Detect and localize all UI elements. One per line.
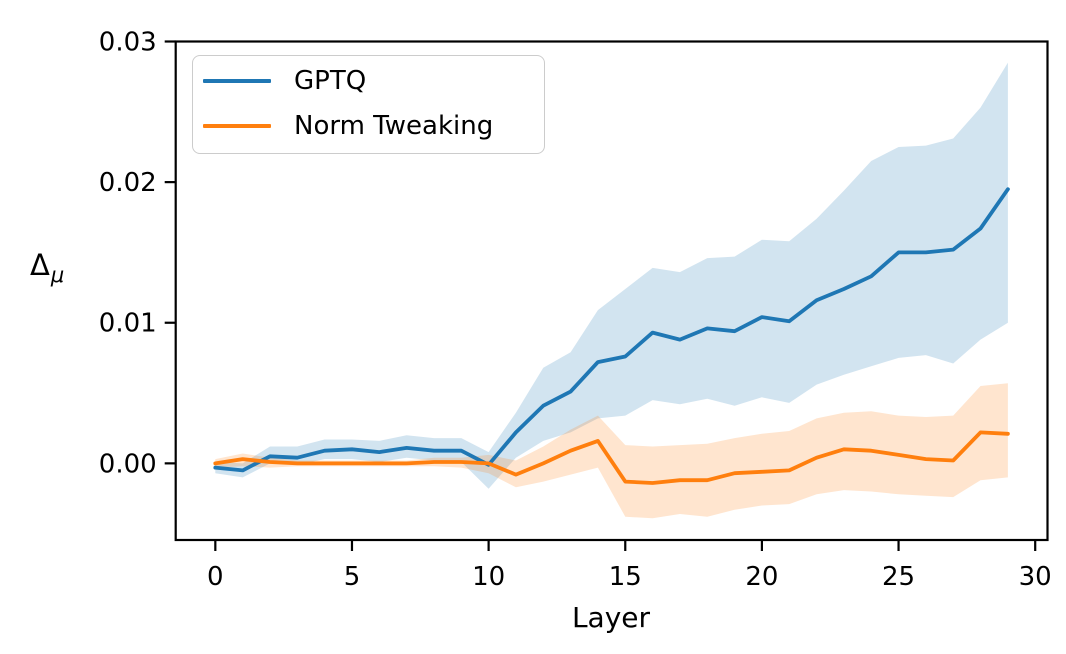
x-tick-label: 15 [609, 562, 642, 592]
y-tick-label: 0.02 [99, 168, 157, 198]
y-tick-label: 0.01 [99, 309, 157, 339]
norm-tweaking-line-swatch-icon [203, 123, 271, 128]
legend-entry-gptq: GPTQ [193, 58, 544, 103]
norm-tweaking-band [215, 383, 1008, 519]
gptq-line-swatch-icon [203, 78, 271, 83]
y-axis-label: Δμ [30, 251, 64, 286]
y-tick-label: 0.00 [99, 449, 157, 479]
x-tick-label: 5 [344, 562, 361, 592]
axes-frame [174, 40, 1049, 542]
gptq-line [213, 187, 1010, 473]
x-tick-label: 0 [207, 562, 224, 592]
legend-label-gptq: GPTQ [294, 65, 367, 96]
gptq-band [215, 62, 1008, 489]
y-axis-label-delta: Δ [30, 248, 50, 282]
x-tick-label: 25 [882, 562, 915, 592]
x-tick-label: 10 [472, 562, 505, 592]
legend-label-norm-tweaking: Norm Tweaking [294, 110, 494, 141]
norm-tweaking-line [213, 430, 1010, 485]
y-axis-label-mu-subscript: μ [50, 263, 65, 287]
x-axis-label: Layer [571, 601, 651, 634]
y-tick-label: 0.03 [99, 28, 157, 58]
legend-entry-norm-tweaking: Norm Tweaking [193, 103, 544, 148]
legend: GPTQ Norm Tweaking [192, 55, 545, 154]
x-tick-label: 20 [745, 562, 778, 592]
x-tick-label: 30 [1019, 562, 1052, 592]
